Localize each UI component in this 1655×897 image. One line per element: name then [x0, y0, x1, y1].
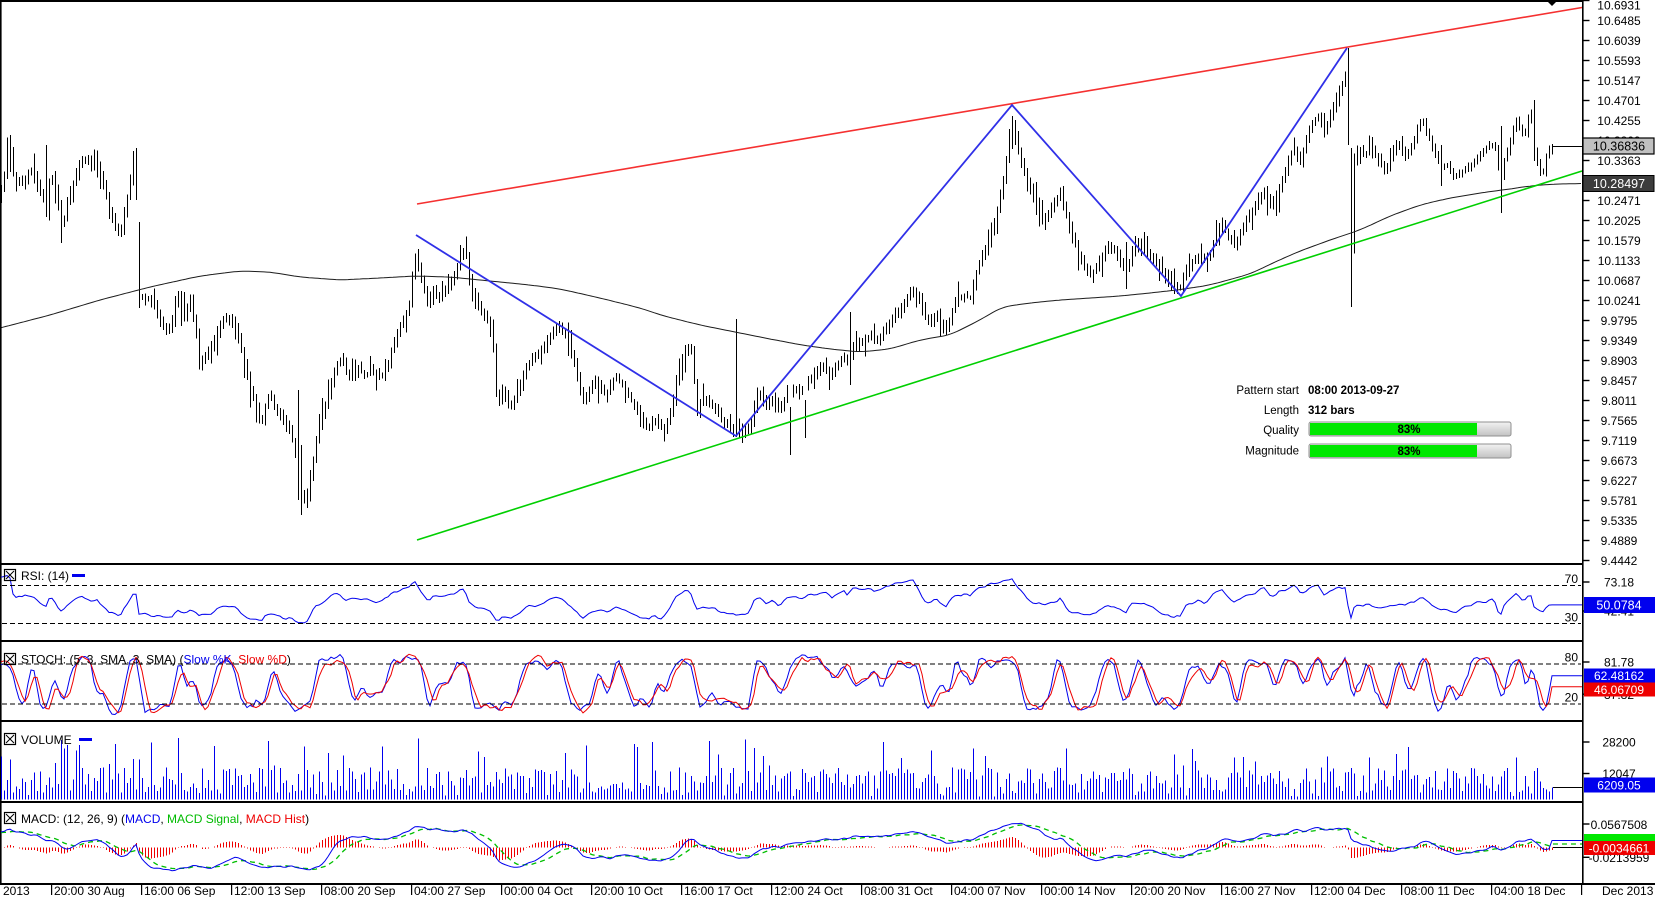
svg-text:08:00 31 Oct: 08:00 31 Oct: [864, 884, 933, 897]
svg-text:10.6485: 10.6485: [1597, 14, 1641, 28]
svg-text:Pattern start: Pattern start: [1236, 385, 1299, 397]
svg-text:12047: 12047: [1602, 767, 1636, 781]
svg-text:12:00 13 Sep: 12:00 13 Sep: [234, 884, 306, 897]
svg-text:Magnitude: Magnitude: [1245, 446, 1299, 458]
svg-text:9.4889: 9.4889: [1601, 534, 1638, 548]
svg-text:10.6039: 10.6039: [1597, 34, 1641, 48]
svg-text:16:00 06 Sep: 16:00 06 Sep: [144, 884, 216, 897]
svg-text:80: 80: [1565, 651, 1579, 665]
svg-text:81.78: 81.78: [1604, 655, 1634, 669]
svg-text:20:00 10 Oct: 20:00 10 Oct: [594, 884, 663, 897]
svg-text:10.4701: 10.4701: [1597, 94, 1641, 108]
svg-text:9.6227: 9.6227: [1601, 474, 1638, 488]
svg-text:9.5781: 9.5781: [1601, 494, 1638, 508]
svg-text:10.36836: 10.36836: [1593, 140, 1645, 154]
svg-text:10.2025: 10.2025: [1597, 214, 1641, 228]
svg-text:10.5147: 10.5147: [1597, 74, 1641, 88]
svg-text:04:00 27 Sep: 04:00 27 Sep: [414, 884, 486, 897]
svg-text:28200: 28200: [1602, 735, 1636, 749]
svg-text:20:00 20 Nov: 20:00 20 Nov: [1134, 884, 1205, 897]
svg-text:2013: 2013: [3, 884, 30, 897]
svg-text:9.9349: 9.9349: [1601, 334, 1638, 348]
svg-text:08:00 2013-09-27: 08:00 2013-09-27: [1308, 385, 1399, 397]
svg-text:9.7565: 9.7565: [1601, 414, 1638, 428]
svg-text:9.6673: 9.6673: [1601, 454, 1638, 468]
svg-text:10.0687: 10.0687: [1597, 274, 1641, 288]
svg-text:10.0241: 10.0241: [1597, 294, 1641, 308]
svg-text:00:00 04 Oct: 00:00 04 Oct: [504, 884, 573, 897]
svg-text:10.4255: 10.4255: [1597, 114, 1641, 128]
svg-text:RSI: (14): RSI: (14): [21, 569, 69, 583]
svg-text:9.8457: 9.8457: [1601, 374, 1638, 388]
svg-text:12:00 04 Dec: 12:00 04 Dec: [1314, 884, 1385, 897]
svg-text:16:00 17 Oct: 16:00 17 Oct: [684, 884, 753, 897]
svg-text:-0.0034661: -0.0034661: [1589, 842, 1650, 856]
svg-text:73.18: 73.18: [1604, 575, 1634, 589]
svg-text:MACD: (12, 26, 9) (MACD, MACD: MACD: (12, 26, 9) (MACD, MACD Signal, MA…: [21, 812, 309, 826]
svg-text:10.28497: 10.28497: [1593, 177, 1645, 191]
svg-text:Length: Length: [1264, 405, 1299, 417]
svg-text:9.7119: 9.7119: [1601, 434, 1637, 448]
svg-text:30: 30: [1565, 611, 1579, 625]
svg-text:20: 20: [1565, 691, 1579, 705]
svg-text:00:00 14 Nov: 00:00 14 Nov: [1044, 884, 1115, 897]
svg-text:10.3363: 10.3363: [1597, 154, 1641, 168]
svg-text:VOLUME: VOLUME: [21, 733, 72, 747]
svg-text:Quality: Quality: [1263, 425, 1299, 437]
svg-text:12:00 24 Oct: 12:00 24 Oct: [774, 884, 843, 897]
svg-text:312 bars: 312 bars: [1308, 405, 1355, 417]
svg-text:16:00 27 Nov: 16:00 27 Nov: [1224, 884, 1295, 897]
svg-text:0.0567508: 0.0567508: [1591, 818, 1648, 832]
svg-text:62.48162: 62.48162: [1594, 669, 1644, 683]
svg-text:Dec 2013: Dec 2013: [1602, 884, 1654, 897]
svg-text:46.06709: 46.06709: [1594, 683, 1644, 697]
svg-text:9.4442: 9.4442: [1601, 554, 1638, 568]
svg-text:10.1133: 10.1133: [1598, 254, 1641, 268]
svg-text:STOCH: (5, 3, SMA, 3, SMA) (Sl: STOCH: (5, 3, SMA, 3, SMA) (Slow %K, Slo…: [21, 653, 291, 667]
svg-text:10.6931: 10.6931: [1597, 0, 1641, 12]
svg-text:6209.05: 6209.05: [1597, 779, 1641, 793]
svg-text:10.1579: 10.1579: [1597, 234, 1641, 248]
svg-text:9.8011: 9.8011: [1601, 394, 1637, 408]
svg-text:08:00 11 Dec: 08:00 11 Dec: [1404, 884, 1475, 897]
svg-text:10.2471: 10.2471: [1597, 194, 1641, 208]
svg-text:83%: 83%: [1397, 424, 1420, 436]
svg-text:83%: 83%: [1397, 446, 1420, 458]
svg-text:70: 70: [1565, 572, 1579, 586]
svg-text:9.9795: 9.9795: [1601, 314, 1638, 328]
svg-text:20:00 30 Aug: 20:00 30 Aug: [54, 884, 125, 897]
svg-text:9.8903: 9.8903: [1601, 354, 1638, 368]
svg-text:08:00 20 Sep: 08:00 20 Sep: [324, 884, 396, 897]
svg-text:9.5335: 9.5335: [1601, 514, 1638, 528]
svg-text:10.5593: 10.5593: [1597, 54, 1641, 68]
svg-text:04:00 18 Dec: 04:00 18 Dec: [1494, 884, 1565, 897]
svg-text:50.0784: 50.0784: [1596, 599, 1641, 613]
svg-text:04:00 07 Nov: 04:00 07 Nov: [954, 884, 1025, 897]
